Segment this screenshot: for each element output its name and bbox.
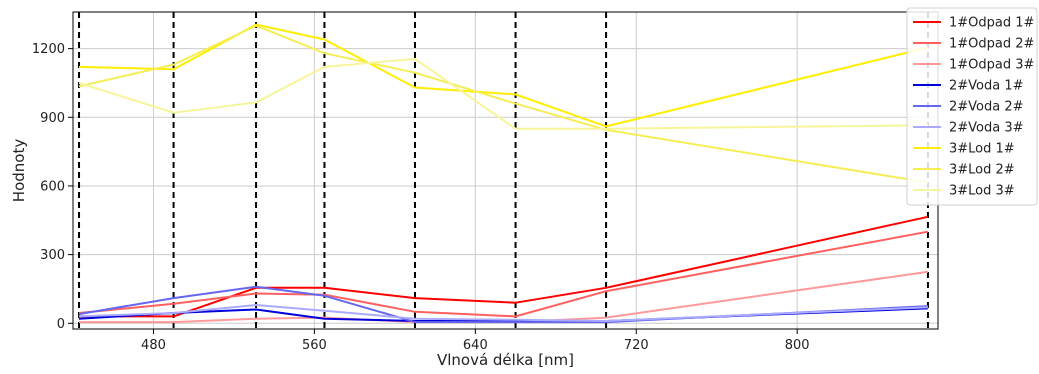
y-tick-label: 1200 [32,42,65,57]
legend-label: 2#Voda 3# [949,121,1024,136]
legend-label: 2#Voda 2# [949,100,1024,115]
x-tick-label: 720 [624,338,649,353]
y-tick-label: 900 [40,111,65,126]
series-lines [78,23,929,324]
legend-label: 3#Lod 1# [949,142,1015,157]
x-tick-label: 800 [785,338,810,353]
legend-entry: 1#Odpad 1# [913,16,1034,31]
legend-label: 3#Lod 3# [949,184,1015,199]
legend-box [906,7,1038,206]
legend-entry: 3#Lod 3# [913,184,1015,199]
y-axis-label: Hodnoty [10,139,28,203]
x-tick-label: 480 [141,338,166,353]
series-line-8 [78,57,928,130]
series-line-6 [78,23,929,128]
series-line-1 [78,230,929,318]
x-tick-label: 560 [302,338,327,353]
y-tick-label: 300 [40,248,65,263]
vertical-markers [78,12,929,329]
grid [73,12,938,329]
legend-label: 3#Lod 2# [949,163,1015,178]
legend-entry: 2#Voda 2# [913,100,1024,115]
legend-entry: 1#Odpad 3# [913,58,1034,73]
y-tick-label: 0 [57,317,65,332]
series-line-4 [78,285,928,324]
plot-frame [72,11,939,330]
legend-entry: 3#Lod 2# [913,163,1015,178]
legend-entry: 2#Voda 1# [913,79,1024,94]
series-line-2 [79,270,929,324]
x-axis-label: Vlnová délka [nm] [437,351,574,369]
y-tick-label: 600 [40,179,65,194]
legend-entry: 2#Voda 3# [913,121,1024,136]
legend-label: 1#Odpad 2# [949,37,1034,52]
legend-entry: 1#Odpad 2# [913,37,1034,52]
series-line-5 [78,304,928,322]
series-line-0 [79,215,929,318]
legend-label: 1#Odpad 3# [949,58,1034,73]
axis-ticks: 480 560 640 720 800 0 300 600 900 1200 [32,42,810,353]
legend-label: 1#Odpad 1# [949,16,1034,31]
legend-label: 2#Voda 1# [949,79,1024,94]
legend-entry: 3#Lod 1# [913,142,1015,157]
legend: 1#Odpad 1# 1#Odpad 2# 1#Odpad 3# 2#Voda 1# 2… [906,7,1038,206]
x-tick-label: 640 [463,338,488,353]
series-line-7 [78,24,929,184]
